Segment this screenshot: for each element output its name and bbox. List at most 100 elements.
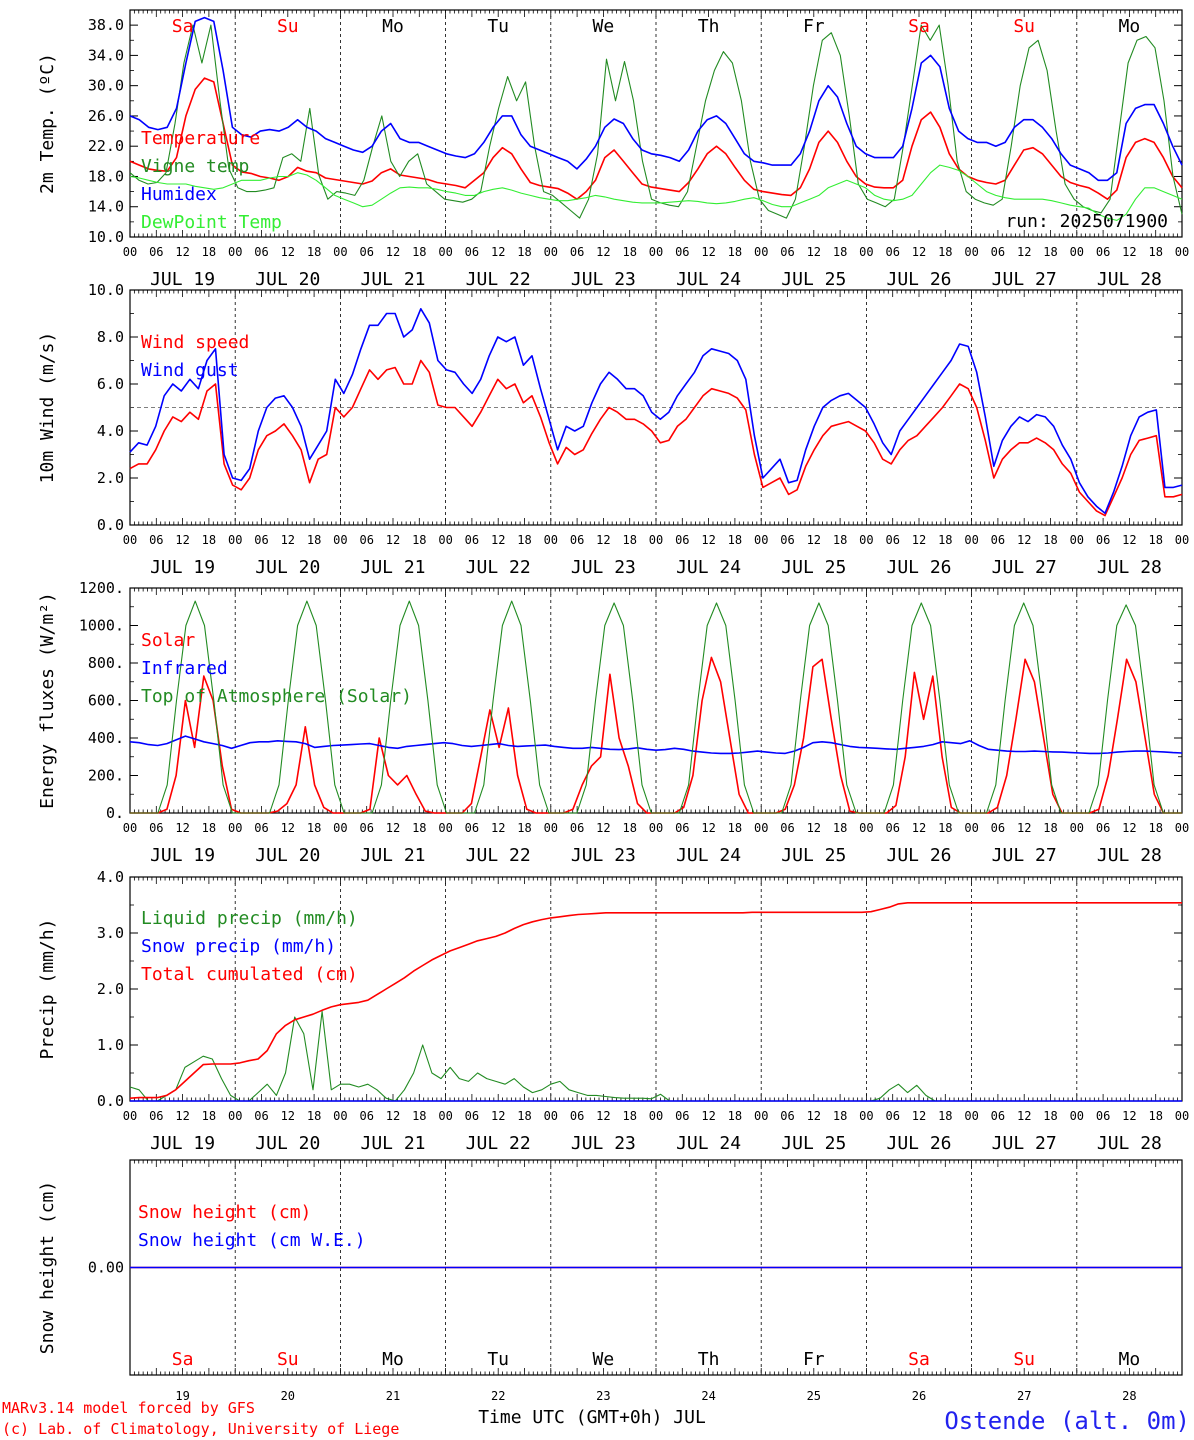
hour-label: 18 — [412, 245, 426, 259]
hour-label: 06 — [254, 821, 268, 835]
day-abbr-bottom: Sa — [908, 1349, 930, 1370]
hour-label: 18 — [938, 1109, 952, 1123]
hour-label: 00 — [123, 1109, 137, 1123]
hour-label: 06 — [359, 1109, 373, 1123]
hour-label: 18 — [517, 533, 531, 547]
hour-label: 00 — [859, 245, 873, 259]
energy-y-axis-label: Energy fluxes (W/m²) — [37, 592, 58, 809]
hour-label: 00 — [123, 533, 137, 547]
precip-series-total-cumulated-cm — [129, 901, 1182, 1099]
hour-label: 12 — [175, 1109, 189, 1123]
hour-label: 12 — [1017, 1109, 1031, 1123]
date-label: JUL 28 — [1097, 1133, 1162, 1154]
temperature-legend-1: Vigne temp — [141, 156, 249, 177]
hour-label: 18 — [307, 821, 321, 835]
hour-label: 06 — [780, 1109, 794, 1123]
hour-label: 00 — [1070, 821, 1084, 835]
hour-label: 12 — [386, 245, 400, 259]
hour-label: 12 — [175, 533, 189, 547]
day-abbr-bottom: We — [593, 1349, 615, 1370]
hour-label: 18 — [1148, 245, 1162, 259]
temperature-y-axis-label: 2m Temp. (ºC) — [37, 53, 58, 194]
day-number: 27 — [1017, 1389, 1031, 1403]
day-number: 20 — [281, 1389, 295, 1403]
hour-label: 06 — [149, 533, 163, 547]
day-abbr-bottom: Mo — [1119, 1349, 1141, 1370]
hour-label: 00 — [1175, 821, 1189, 835]
location-label: Ostende (alt. 0m) — [944, 1407, 1190, 1435]
day-abbr-top: Mo — [382, 16, 404, 37]
hour-label: 12 — [491, 245, 505, 259]
hour-label: 00 — [438, 821, 452, 835]
hour-label: 06 — [1096, 533, 1110, 547]
hour-label: 00 — [333, 533, 347, 547]
hour-label: 00 — [1070, 1109, 1084, 1123]
hour-label: 18 — [728, 821, 742, 835]
date-label: JUL 21 — [360, 845, 425, 866]
hour-label: 00 — [859, 1109, 873, 1123]
date-label: JUL 23 — [571, 557, 636, 578]
hour-label: 00 — [333, 1109, 347, 1123]
hour-label: 12 — [807, 1109, 821, 1123]
hour-label: 06 — [254, 1109, 268, 1123]
precip-y-axis-label: Precip (mm/h) — [37, 919, 58, 1060]
hour-label: 06 — [254, 245, 268, 259]
day-number: 22 — [491, 1389, 505, 1403]
precip-y-tick-label: 4.0 — [97, 868, 124, 886]
date-label: JUL 20 — [255, 269, 320, 290]
date-label: JUL 24 — [676, 269, 741, 290]
day-number: 19 — [175, 1389, 189, 1403]
footer-credit-line2: (c) Lab. of Climatology, University of L… — [2, 1420, 399, 1438]
hour-label: 12 — [701, 245, 715, 259]
hour-label: 18 — [1148, 533, 1162, 547]
temperature-y-tick-label: 26.0 — [88, 107, 124, 125]
hour-label: 06 — [1096, 821, 1110, 835]
hour-label: 06 — [885, 821, 899, 835]
hour-label: 12 — [491, 533, 505, 547]
hour-label: 12 — [386, 821, 400, 835]
hour-label: 00 — [964, 821, 978, 835]
hour-label: 06 — [149, 1109, 163, 1123]
snow-legend-1: Snow height (cm W.E.) — [138, 1230, 366, 1251]
hour-label: 18 — [622, 245, 636, 259]
hour-label: 06 — [149, 821, 163, 835]
run-label: run: 2025071900 — [1005, 211, 1168, 232]
day-abbr-top: We — [593, 16, 615, 37]
hour-label: 00 — [123, 245, 137, 259]
hour-label: 18 — [622, 1109, 636, 1123]
day-abbr-top: Mo — [1119, 16, 1141, 37]
hour-label: 00 — [333, 245, 347, 259]
temperature-legend-0: Temperature — [141, 128, 260, 149]
energy-legend-1: Infrared — [141, 658, 228, 679]
date-label: JUL 24 — [676, 845, 741, 866]
temperature-y-tick-label: 22.0 — [88, 137, 124, 155]
hour-label: 06 — [1096, 245, 1110, 259]
hour-label: 12 — [912, 1109, 926, 1123]
hour-label: 00 — [438, 533, 452, 547]
temperature-y-tick-label: 10.0 — [88, 228, 124, 246]
hour-label: 12 — [701, 533, 715, 547]
wind-y-tick-label: 4.0 — [97, 422, 124, 440]
hour-label: 18 — [728, 245, 742, 259]
hour-label: 12 — [1122, 821, 1136, 835]
temperature-y-tick-label: 18.0 — [88, 167, 124, 185]
x-axis-label: Time UTC (GMT+0h) JUL — [478, 1407, 706, 1428]
hour-label: 18 — [202, 1109, 216, 1123]
hour-label: 00 — [1070, 245, 1084, 259]
wind-y-axis-label: 10m Wind (m/s) — [37, 332, 58, 484]
date-label: JUL 28 — [1097, 845, 1162, 866]
day-number: 23 — [596, 1389, 610, 1403]
hour-label: 12 — [596, 245, 610, 259]
hour-label: 18 — [728, 1109, 742, 1123]
hour-label: 00 — [859, 533, 873, 547]
date-label: JUL 26 — [886, 1133, 951, 1154]
hour-label: 12 — [175, 245, 189, 259]
hour-label: 12 — [701, 821, 715, 835]
hour-label: 18 — [412, 1109, 426, 1123]
hour-label: 18 — [622, 533, 636, 547]
hour-label: 12 — [491, 1109, 505, 1123]
hour-label: 18 — [412, 533, 426, 547]
temperature-series-humidex — [129, 16, 1183, 182]
day-number: 21 — [386, 1389, 400, 1403]
